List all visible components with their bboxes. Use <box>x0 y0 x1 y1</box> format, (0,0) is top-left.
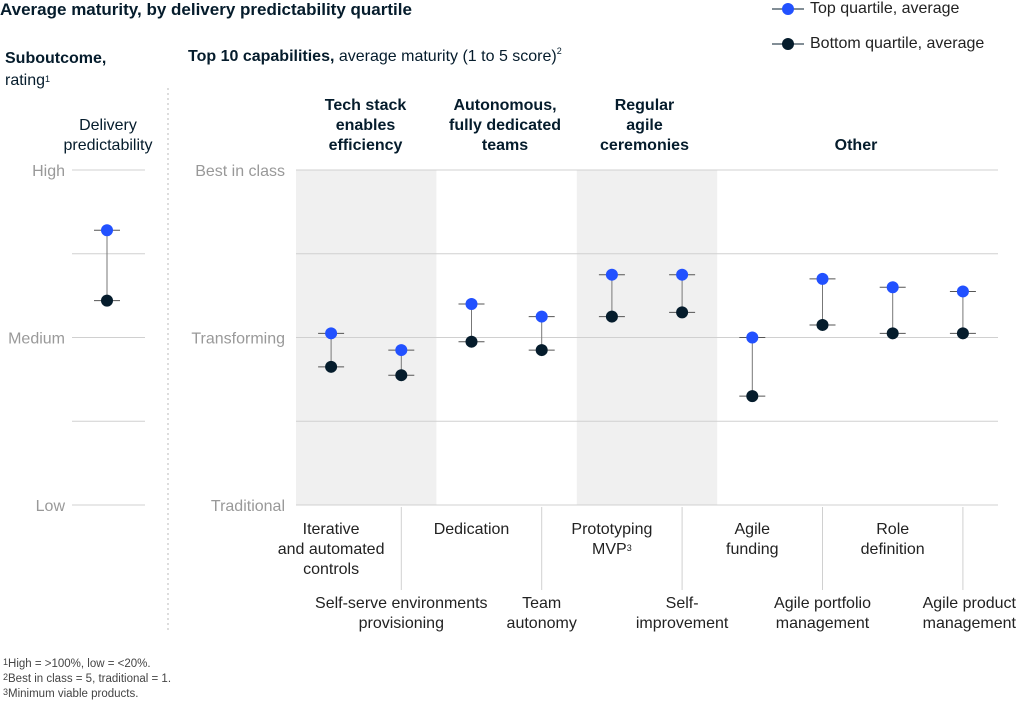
capability-label: Self-improvement <box>587 594 777 634</box>
group-label-agile-ceremonies: Regular agile ceremonies <box>575 96 714 156</box>
bottom-quartile-point <box>535 344 548 357</box>
top-quartile-point <box>886 281 899 294</box>
group-label-autonomous: Autonomous, fully dedicated teams <box>435 96 575 156</box>
bottom-quartile-point <box>886 327 899 340</box>
capability-label-line: and automated <box>277 541 385 558</box>
group-label-line: Other <box>834 137 878 154</box>
footnote-2: 2Best in class = 5, traditional = 1. <box>3 672 172 685</box>
capability-label: Agile funding <box>657 520 847 560</box>
bottom-quartile-point <box>605 310 618 323</box>
group-label-tech-stack: Tech stack enables efficiency <box>296 96 435 156</box>
capability-label: Prototyping MVP3 <box>517 520 707 560</box>
capability-label-line: definition <box>860 541 925 558</box>
bottom-quartile-point <box>101 294 113 307</box>
capability-label-sup: 3 <box>626 543 632 553</box>
left-tick-label: Medium <box>8 331 65 348</box>
bottom-quartile-point <box>676 306 689 319</box>
group-label-line: Tech stack <box>324 97 407 114</box>
right-tick-label: Traditional <box>211 498 285 515</box>
capability-label-line: Dedication <box>433 521 510 538</box>
top-quartile-point <box>325 327 338 340</box>
capability-label-line: management <box>775 615 870 632</box>
footnotes: 1High = >100%, low = <20%. 2Best in clas… <box>3 657 171 702</box>
group-label-line: Regular <box>614 97 675 114</box>
capability-label-line: Prototyping <box>571 521 653 538</box>
bottom-quartile-point <box>465 335 478 348</box>
group-label-line: Autonomous, <box>453 97 557 114</box>
capability-label: Iterative and automated controls <box>236 520 426 580</box>
capability-label: Dedication <box>377 520 567 540</box>
legend-markers <box>772 3 804 50</box>
group-label-line: teams <box>481 137 529 154</box>
capability-label-line: Role <box>876 521 910 538</box>
legend-top-marker <box>782 3 794 15</box>
bottom-quartile-point <box>746 390 759 403</box>
capability-label-line: Agile portfolio <box>774 595 871 612</box>
capability-label-line: management <box>922 615 1016 632</box>
top-quartile-point <box>605 268 618 281</box>
capability-label: Self-serve environments provisioning <box>306 594 496 634</box>
capability-label-line: Agile <box>734 521 771 538</box>
capability-label-line: Team <box>522 595 562 612</box>
group-label-line: agile <box>626 117 663 134</box>
top-quartile-point <box>956 285 969 298</box>
group-label-line: ceremonies <box>600 137 689 154</box>
legend-top-label: Top quartile, average <box>810 0 960 17</box>
capability-label-line: funding <box>726 541 779 558</box>
bottom-quartile-point <box>395 369 408 382</box>
left-column-label: Delivery predictability <box>52 116 164 156</box>
capability-label-line: Agile product <box>922 595 1016 612</box>
top-quartile-point <box>465 298 478 310</box>
capability-label: Role definition <box>798 520 988 560</box>
capability-label-line: provisioning <box>358 615 444 632</box>
capability-label-line: controls <box>303 561 360 578</box>
top-quartile-point <box>746 331 759 344</box>
group-label-line: efficiency <box>328 137 403 154</box>
group-label-line: enables <box>335 117 396 134</box>
capability-label: Agile portfolio management <box>728 594 918 634</box>
right-heading-sup: 2 <box>556 46 562 56</box>
left-column-label-line: predictability <box>63 137 153 154</box>
right-tick-label: Best in class <box>195 163 285 180</box>
right-tick-label: Transforming <box>191 331 285 348</box>
left-tick-label: High <box>32 163 65 180</box>
capability-label-line: Iterative <box>302 521 360 538</box>
footnote-1: 1High = >100%, low = <20%. <box>3 657 151 670</box>
bottom-quartile-point <box>325 360 338 373</box>
top-quartile-point <box>101 224 113 237</box>
capability-label-line: improvement <box>635 615 729 632</box>
left-heading-bold: Suboutcome, <box>5 50 107 67</box>
footnote-3: 3Minimum viable products. <box>3 687 139 700</box>
right-panel-heading: Top 10 capabilities, average maturity (1… <box>188 46 562 66</box>
left-heading-rest: rating <box>5 72 46 89</box>
right-heading-rest: average maturity (1 to 5 score) <box>334 48 557 65</box>
capability-label-line: Self-serve environments <box>315 595 488 612</box>
capability-label-line: Self- <box>665 595 699 612</box>
chart-title: Average maturity, by delivery predictabi… <box>0 0 412 19</box>
left-panel-heading: Suboutcome, rating1 <box>5 48 106 92</box>
bottom-quartile-point <box>956 327 969 340</box>
left-tick-label: Low <box>36 498 66 515</box>
group-label-other: Other <box>714 136 998 156</box>
top-quartile-point <box>676 268 689 281</box>
capability-label-line: autonomy <box>506 615 577 632</box>
top-quartile-point <box>395 344 408 357</box>
group-label-line: fully dedicated <box>448 117 562 134</box>
right-heading-bold: Top 10 capabilities, <box>188 48 335 65</box>
capability-label-line: MVP3 <box>592 541 632 558</box>
legend-bottom-marker <box>782 38 794 50</box>
top-quartile-point <box>816 272 829 285</box>
capability-label: Agile product management <box>826 594 1016 634</box>
legend-bottom-label: Bottom quartile, average <box>810 35 985 52</box>
bottom-quartile-point <box>816 318 829 331</box>
top-quartile-point <box>535 310 548 323</box>
capability-label: Team autonomy <box>447 594 637 634</box>
left-column-label-line: Delivery <box>79 117 137 134</box>
left-heading-sup: 1 <box>45 74 51 84</box>
